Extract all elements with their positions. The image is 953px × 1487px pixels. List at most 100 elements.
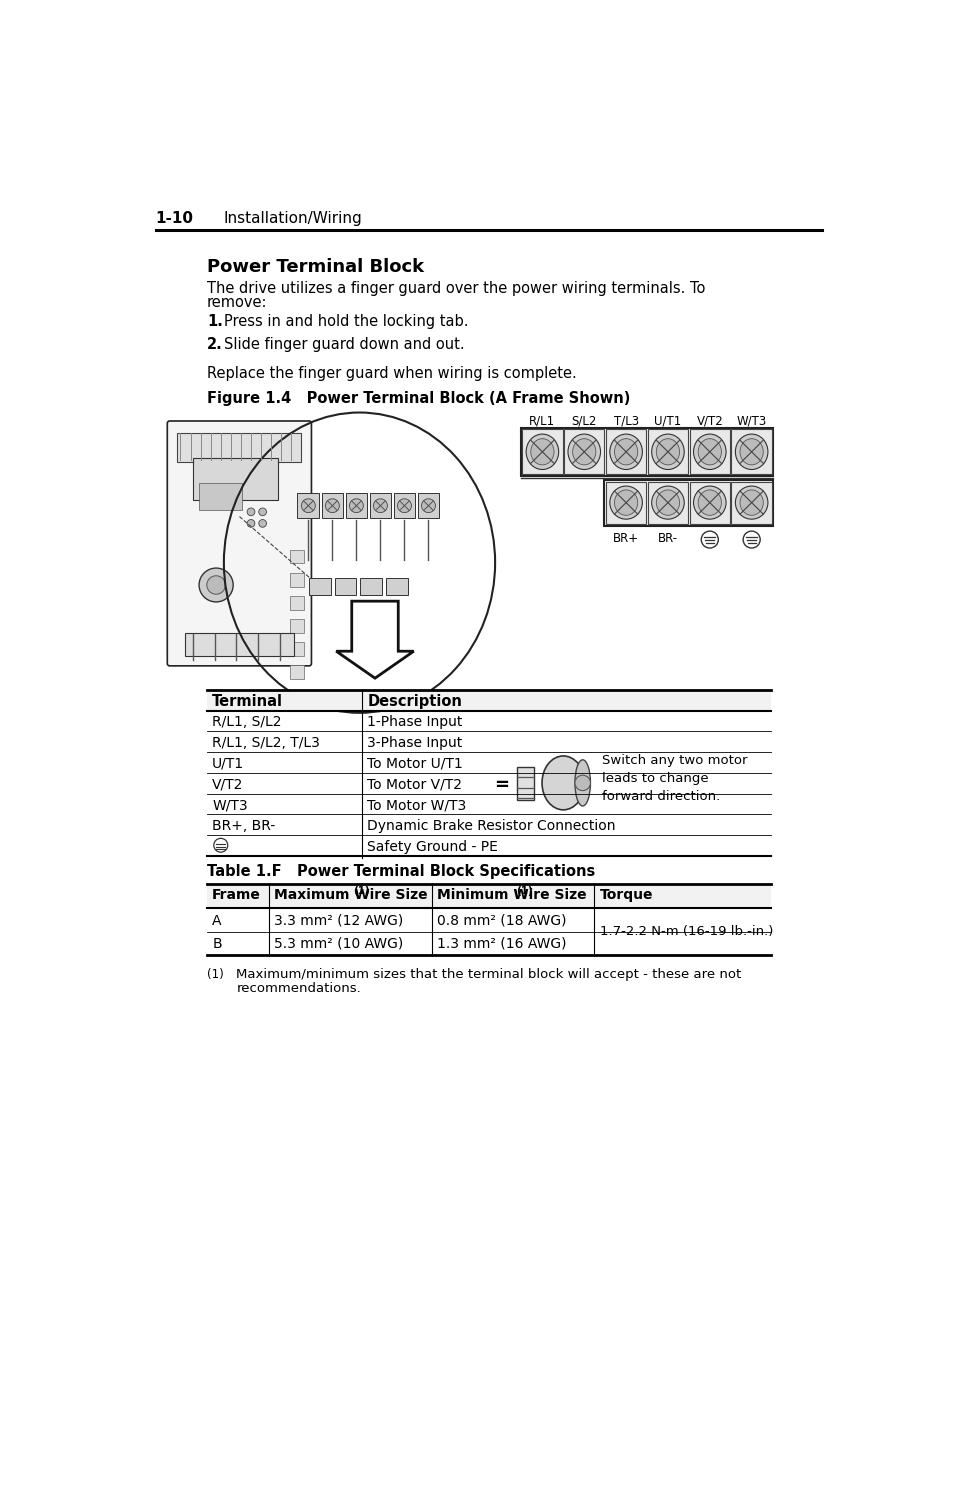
Ellipse shape xyxy=(530,439,554,465)
Text: 3-Phase Input: 3-Phase Input xyxy=(367,736,462,749)
Text: 1.3 mm² (16 AWG): 1.3 mm² (16 AWG) xyxy=(436,937,566,950)
Text: 2.: 2. xyxy=(207,338,222,352)
Text: R/L1, S/L2: R/L1, S/L2 xyxy=(212,715,281,729)
Circle shape xyxy=(247,519,254,528)
Ellipse shape xyxy=(656,489,679,516)
Bar xyxy=(521,430,562,474)
Circle shape xyxy=(213,839,228,852)
Circle shape xyxy=(700,531,718,549)
Circle shape xyxy=(301,498,315,513)
Text: Maximum/minimum sizes that the terminal block will accept - these are not: Maximum/minimum sizes that the terminal … xyxy=(236,968,740,981)
Bar xyxy=(394,494,415,517)
Circle shape xyxy=(207,575,225,595)
Circle shape xyxy=(397,498,411,513)
Text: B: B xyxy=(212,937,222,950)
Text: Switch any two motor
leads to change
forward direction.: Switch any two motor leads to change for… xyxy=(601,754,747,803)
Text: Safety Ground - PE: Safety Ground - PE xyxy=(367,840,497,854)
FancyBboxPatch shape xyxy=(167,421,311,666)
Bar xyxy=(605,430,645,474)
Text: Figure 1.4   Power Terminal Block (A Frame Shown): Figure 1.4 Power Terminal Block (A Frame… xyxy=(207,391,630,406)
Text: Terminal: Terminal xyxy=(212,694,283,709)
Text: Installation/Wiring: Installation/Wiring xyxy=(224,211,362,226)
Text: R/L1, S/L2, T/L3: R/L1, S/L2, T/L3 xyxy=(212,736,320,749)
Text: (1): (1) xyxy=(207,968,223,981)
Ellipse shape xyxy=(656,439,679,465)
Text: Maximum Wire Size: Maximum Wire Size xyxy=(274,888,428,903)
Text: A: A xyxy=(212,915,221,928)
Text: remove:: remove: xyxy=(207,296,267,311)
Bar xyxy=(193,458,278,500)
Bar xyxy=(520,428,773,476)
Bar xyxy=(321,494,343,517)
Text: To Motor W/T3: To Motor W/T3 xyxy=(367,799,466,812)
Text: BR-: BR- xyxy=(658,532,678,544)
Bar xyxy=(360,578,381,595)
Ellipse shape xyxy=(651,486,683,519)
Bar xyxy=(335,578,356,595)
Text: R/L1: R/L1 xyxy=(529,415,555,427)
Bar xyxy=(517,767,534,800)
Text: U/T1: U/T1 xyxy=(212,757,244,770)
Circle shape xyxy=(247,509,254,516)
Circle shape xyxy=(421,498,435,513)
Bar xyxy=(563,430,604,474)
Bar xyxy=(290,619,303,633)
Text: 5.3 mm² (10 AWG): 5.3 mm² (10 AWG) xyxy=(274,937,403,950)
Text: To Motor U/T1: To Motor U/T1 xyxy=(367,757,462,770)
Text: (1): (1) xyxy=(353,886,370,897)
Bar xyxy=(345,494,367,517)
Text: Torque: Torque xyxy=(599,888,653,903)
Bar xyxy=(290,642,303,656)
Bar xyxy=(290,665,303,680)
Text: Power Terminal Block: Power Terminal Block xyxy=(207,257,423,275)
Bar xyxy=(605,482,645,525)
Bar xyxy=(731,430,771,474)
Circle shape xyxy=(199,568,233,602)
Bar xyxy=(207,883,770,909)
Circle shape xyxy=(349,498,363,513)
Bar xyxy=(647,430,687,474)
Bar xyxy=(185,633,294,656)
Ellipse shape xyxy=(614,489,637,516)
Ellipse shape xyxy=(572,439,596,465)
Bar xyxy=(207,690,770,711)
Circle shape xyxy=(258,519,266,528)
Text: BR+: BR+ xyxy=(613,532,639,544)
Ellipse shape xyxy=(693,486,725,519)
Bar xyxy=(369,494,391,517)
Bar xyxy=(297,494,319,517)
Text: Minimum Wire Size: Minimum Wire Size xyxy=(436,888,586,903)
Text: T/L3: T/L3 xyxy=(613,415,638,427)
Text: 1-Phase Input: 1-Phase Input xyxy=(367,715,462,729)
Text: 0.8 mm² (18 AWG): 0.8 mm² (18 AWG) xyxy=(436,915,566,928)
Text: Dynamic Brake Resistor Connection: Dynamic Brake Resistor Connection xyxy=(367,819,615,833)
Text: Replace the finger guard when wiring is complete.: Replace the finger guard when wiring is … xyxy=(207,366,576,381)
Text: W/T3: W/T3 xyxy=(736,415,766,427)
Ellipse shape xyxy=(614,439,637,465)
Bar xyxy=(417,494,439,517)
Circle shape xyxy=(373,498,387,513)
Text: Description: Description xyxy=(367,694,461,709)
Circle shape xyxy=(575,775,590,791)
Bar xyxy=(647,482,687,525)
Text: V/T2: V/T2 xyxy=(212,778,243,791)
Text: 1.: 1. xyxy=(207,314,222,329)
Text: V/T2: V/T2 xyxy=(696,415,722,427)
Bar xyxy=(290,572,303,586)
Bar xyxy=(290,550,303,564)
Bar xyxy=(290,596,303,610)
Bar xyxy=(689,482,729,525)
Bar xyxy=(604,480,773,526)
Polygon shape xyxy=(335,601,414,678)
Text: To Motor V/T2: To Motor V/T2 xyxy=(367,778,462,791)
Ellipse shape xyxy=(740,489,762,516)
Ellipse shape xyxy=(567,434,599,470)
Ellipse shape xyxy=(575,760,590,806)
Circle shape xyxy=(742,531,760,549)
Circle shape xyxy=(325,498,339,513)
Bar xyxy=(385,578,407,595)
Text: The drive utilizes a finger guard over the power wiring terminals. To: The drive utilizes a finger guard over t… xyxy=(207,281,704,296)
Bar xyxy=(731,482,771,525)
Ellipse shape xyxy=(693,434,725,470)
Text: W/T3: W/T3 xyxy=(212,799,248,812)
